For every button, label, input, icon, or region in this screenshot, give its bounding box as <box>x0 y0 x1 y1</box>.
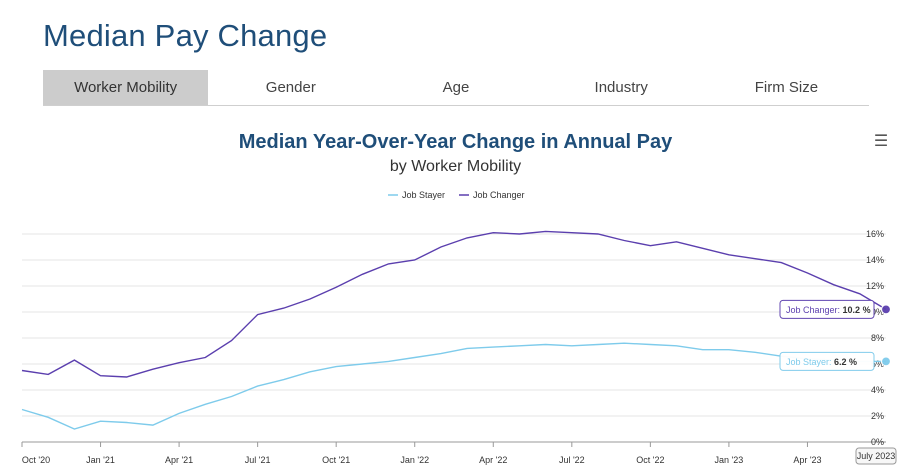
x-tick-label: Oct '22 <box>636 455 664 465</box>
legend-label: Job Changer <box>473 190 525 200</box>
x-hover-label: July 2023 <box>857 451 896 461</box>
x-tick-label: Jan '23 <box>715 455 744 465</box>
legend-label: Job Stayer <box>402 190 445 200</box>
tooltip-box <box>779 351 875 371</box>
series-line-job-changer <box>21 230 887 378</box>
y-tick-label: 14% <box>866 255 884 265</box>
line-chart: 0% 2% 4% 6% 8% 10% 12% 14% 16% Oct '20 Jan '21 Apr … <box>21 190 897 465</box>
x-tick-label: Oct '21 <box>322 455 350 465</box>
tab-age[interactable]: Age <box>442 79 470 96</box>
x-tick-label: Jan '22 <box>400 455 429 465</box>
y-tick-label: 4% <box>871 385 884 395</box>
tab-firm-size[interactable]: Firm Size <box>754 79 819 96</box>
hover-marker <box>880 356 892 367</box>
x-tick-label: Apr '21 <box>165 455 193 465</box>
y-tick-label: 16% <box>866 229 884 239</box>
y-tick-label: 6% <box>871 359 884 369</box>
y-tick-label: 10% <box>866 307 884 317</box>
y-tick-label: 2% <box>871 411 884 421</box>
hamburger-menu-icon[interactable]: ☰ <box>873 133 889 150</box>
chart-subtitle: by Worker Mobility <box>389 158 522 175</box>
tooltip-text: Job Changer: 10.2 % <box>786 305 871 315</box>
x-tick-label: Apr '23 <box>793 455 821 465</box>
x-tick-label: Jul '22 <box>559 455 585 465</box>
tooltip-text: Job Stayer: 6.2 % <box>786 357 857 367</box>
y-tick-label: 12% <box>866 281 884 291</box>
tab-bar: Worker Mobility Gender Age Industry Firm… <box>43 70 869 106</box>
y-tick-label: 8% <box>871 333 884 343</box>
chart-title: Median Year-Over-Year Change in Annual P… <box>238 131 673 153</box>
series-line-job-stayer <box>21 342 886 430</box>
x-tick-label: Oct '20 <box>22 455 50 465</box>
x-hover-label-box <box>855 447 897 465</box>
hover-marker <box>880 304 892 315</box>
tab-worker-mobility[interactable]: Worker Mobility <box>43 70 209 105</box>
tab-industry[interactable]: Industry <box>594 79 648 96</box>
y-tick-label: 0% <box>871 437 884 447</box>
x-tick-label: Jul '21 <box>245 455 271 465</box>
x-tick-label: Apr '22 <box>479 455 507 465</box>
tooltip-box <box>779 299 875 319</box>
tab-gender[interactable]: Gender <box>265 79 316 96</box>
x-tick-label: Jan '21 <box>86 455 115 465</box>
page-title: Median Pay Change <box>43 18 328 53</box>
